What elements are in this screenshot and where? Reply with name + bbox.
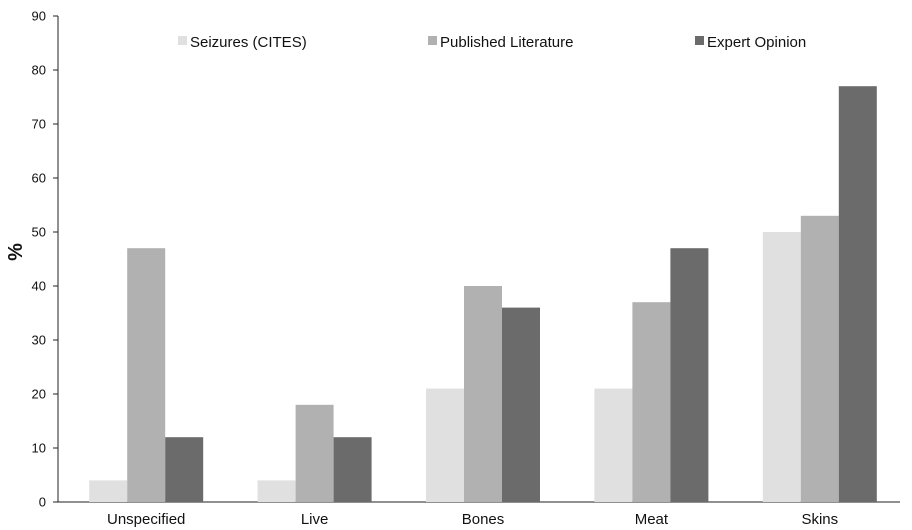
y-axis-label: % <box>5 243 27 261</box>
bar <box>762 232 801 502</box>
x-tick-label: Skins <box>801 511 838 528</box>
y-tick-label: 20 <box>32 387 46 402</box>
bar-group-bones <box>426 286 540 502</box>
bar <box>464 286 502 502</box>
x-axis: Unspecified Live Bones Meat Skins <box>58 501 900 528</box>
y-tick-label: 90 <box>32 9 46 24</box>
bar <box>838 86 877 502</box>
legend: Seizures (CITES) Published Literature Expe… <box>178 34 806 51</box>
bar-group-unspecified <box>89 248 204 502</box>
bar <box>670 248 709 502</box>
bar <box>295 404 334 502</box>
legend-label: Published Literature <box>440 34 573 51</box>
bar <box>800 215 839 503</box>
y-tick-label: 80 <box>32 63 46 78</box>
legend-swatch <box>695 36 704 45</box>
y-tick-label: 40 <box>32 279 46 294</box>
bar <box>333 437 372 502</box>
y-axis: 0 10 20 30 40 50 60 70 80 90 <box>32 9 59 510</box>
bar <box>426 388 464 502</box>
y-tick-label: 50 <box>32 225 46 240</box>
bar <box>89 480 128 502</box>
bar-group-meat <box>594 248 709 502</box>
y-tick-label: 10 <box>32 441 46 456</box>
bar-group-skins <box>762 86 877 503</box>
legend-swatch <box>178 36 187 45</box>
bar <box>502 307 540 502</box>
bar <box>257 480 296 502</box>
legend-swatch <box>428 36 437 45</box>
bar <box>127 248 166 502</box>
legend-label: Expert Opinion <box>707 34 806 51</box>
bars <box>89 86 877 503</box>
legend-item: Published Literature <box>428 34 573 51</box>
x-tick-label: Bones <box>462 511 505 528</box>
bar <box>594 388 633 502</box>
legend-label: Seizures (CITES) <box>190 34 307 51</box>
bar <box>165 437 204 502</box>
y-tick-label: 30 <box>32 333 46 348</box>
bar-group-live <box>257 404 372 502</box>
y-tick-label: 60 <box>32 171 46 186</box>
y-tick-label: 0 <box>39 495 46 510</box>
bar <box>632 302 671 502</box>
legend-item: Seizures (CITES) <box>178 34 307 51</box>
legend-item: Expert Opinion <box>695 34 806 51</box>
x-tick-label: Unspecified <box>107 511 185 528</box>
y-tick-label: 70 <box>32 117 46 132</box>
x-tick-label: Live <box>301 511 329 528</box>
x-tick-label: Meat <box>635 511 669 528</box>
